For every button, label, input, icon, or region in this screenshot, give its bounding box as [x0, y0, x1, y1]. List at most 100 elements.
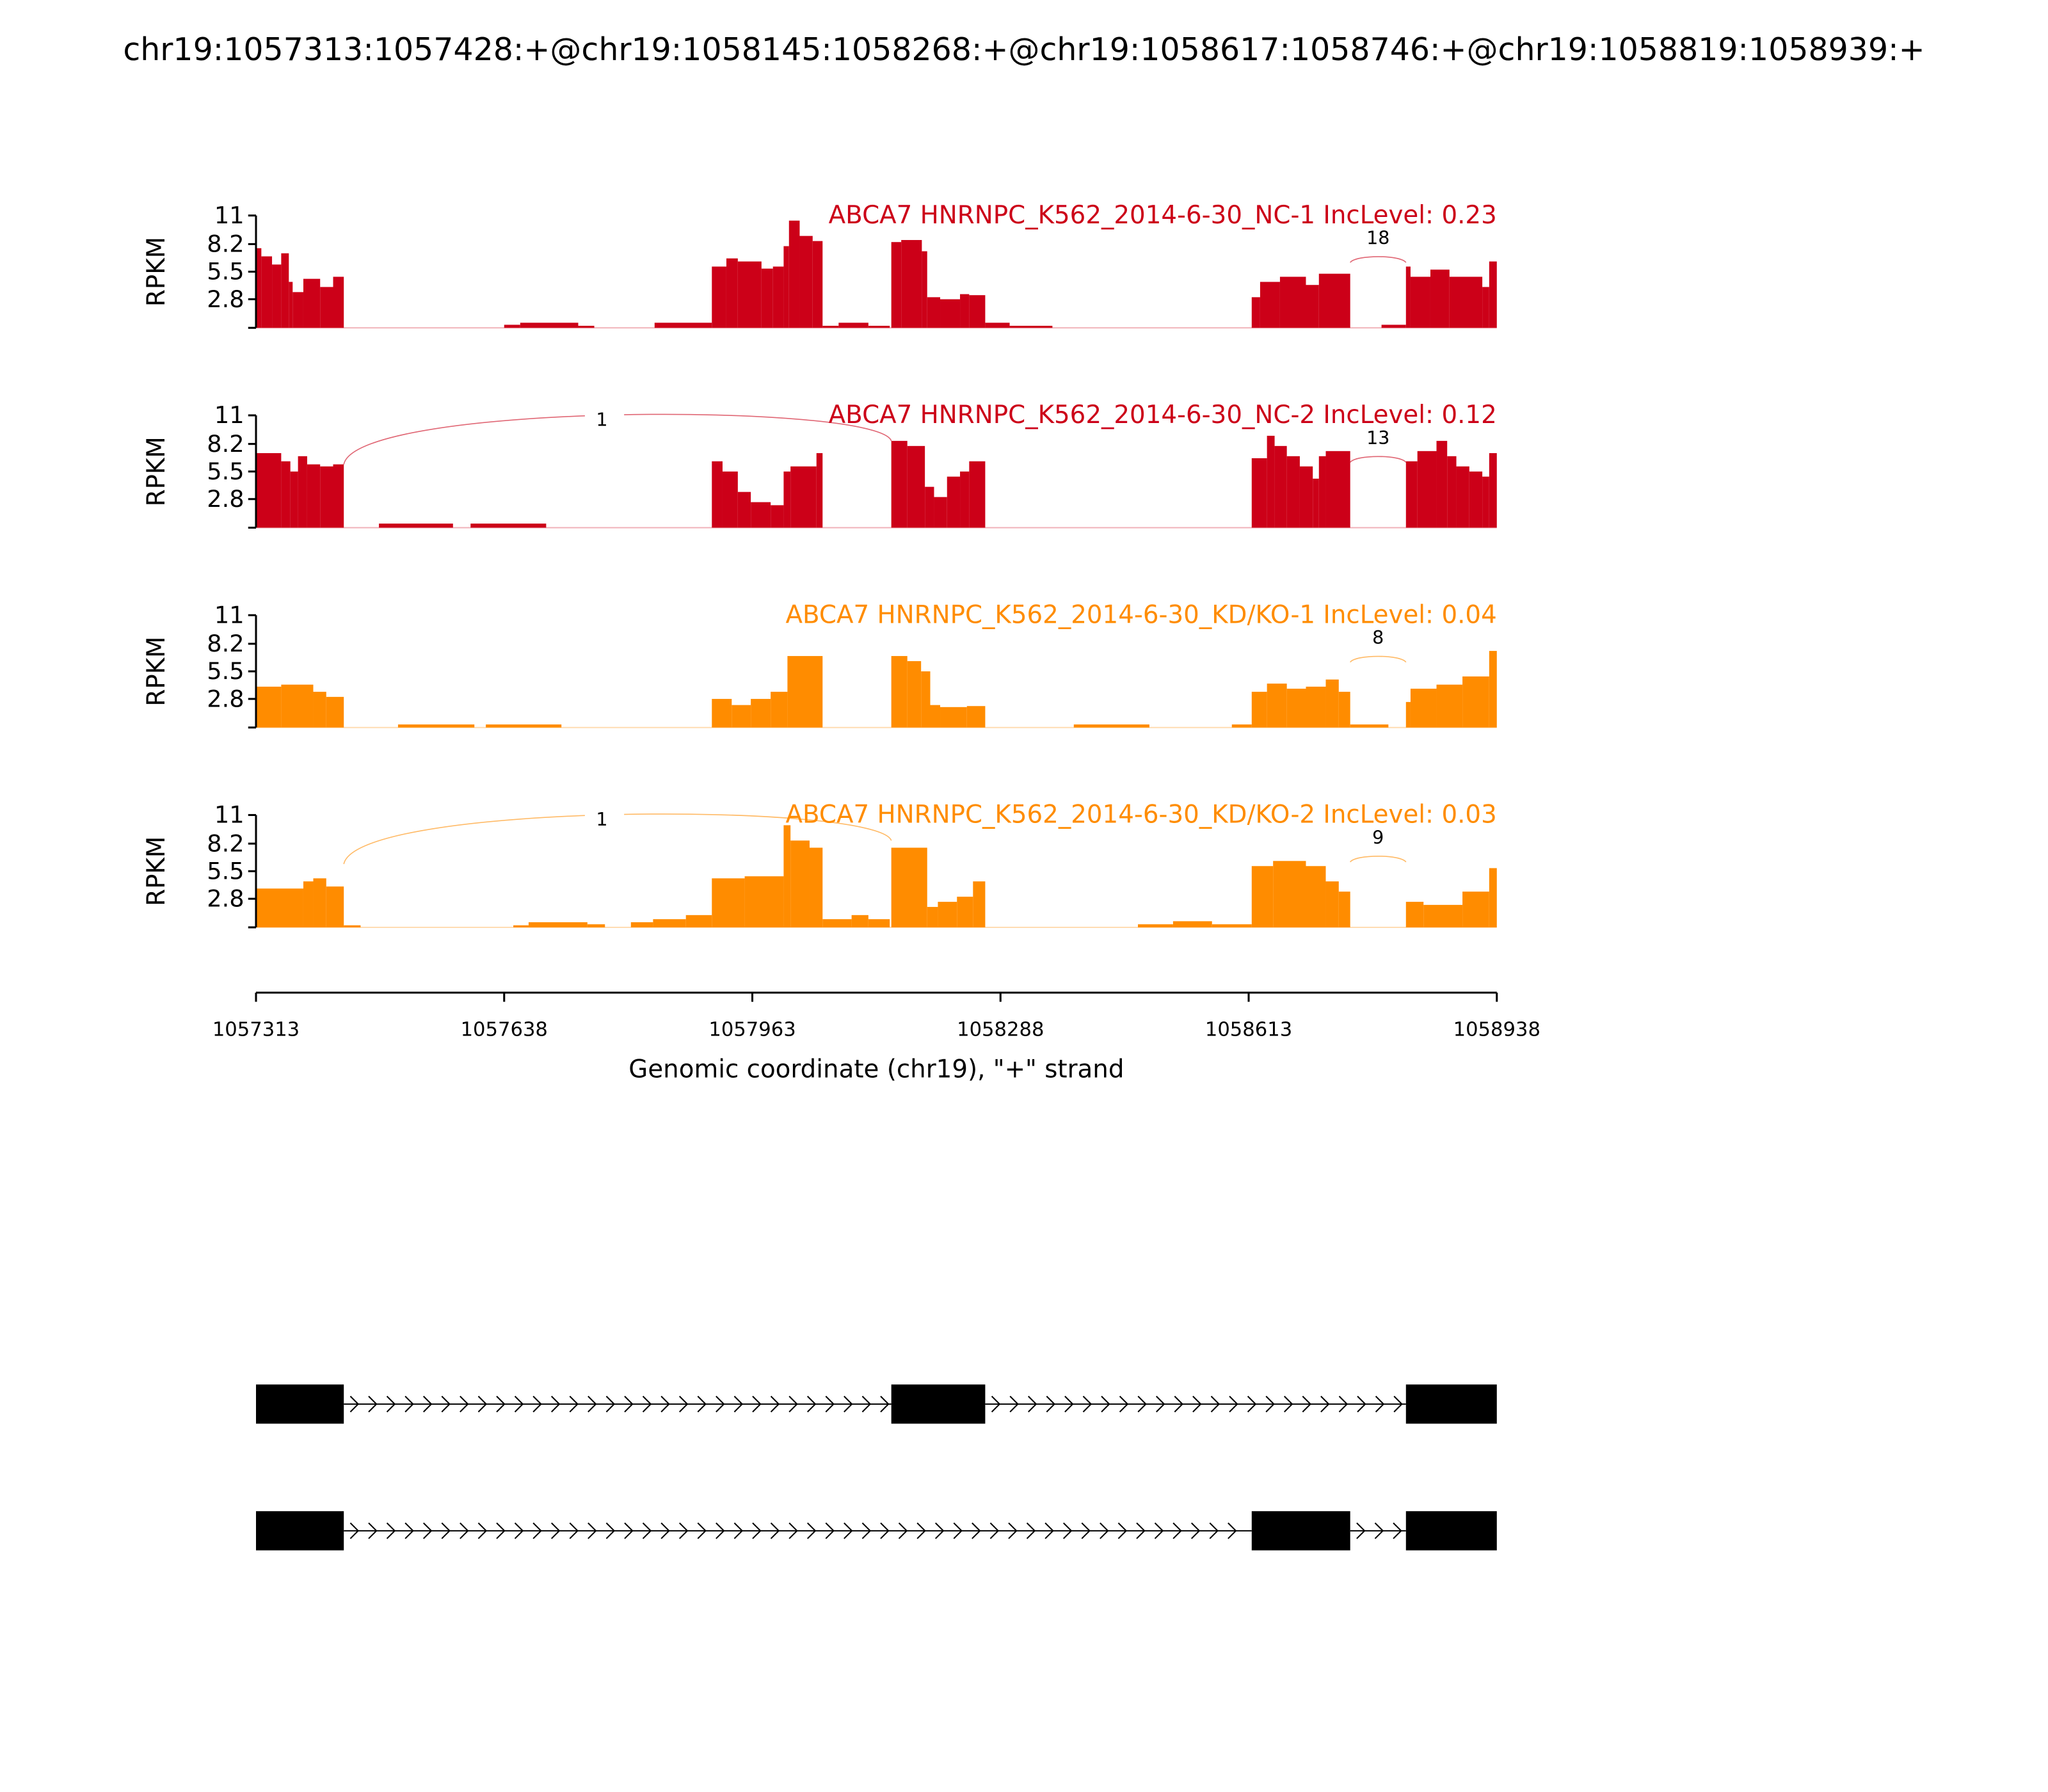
coverage-bar	[653, 919, 686, 927]
coverage-bar	[1172, 921, 1212, 927]
coverage-bar	[969, 295, 986, 328]
strand-arrow-icon	[1374, 1522, 1384, 1539]
coverage-bar	[333, 464, 344, 528]
strand-arrow-icon	[550, 1522, 561, 1539]
strand-arrow-icon	[550, 1395, 561, 1412]
y-tick-label: 11	[214, 601, 244, 628]
coverage-bar	[816, 453, 823, 528]
junction-arc	[1350, 456, 1407, 463]
strand-arrow-icon	[605, 1522, 616, 1539]
strand-arrow-icon	[1101, 1395, 1110, 1412]
strand-arrow-icon	[989, 1522, 1000, 1539]
coverage-bar	[685, 915, 712, 927]
strand-arrow-icon	[880, 1522, 890, 1539]
coverage-bar	[272, 264, 282, 328]
coverage-bar	[960, 294, 970, 328]
coverage-bar	[1417, 451, 1437, 528]
coverage-bar	[1405, 902, 1424, 927]
coverage-bar	[379, 524, 453, 528]
strand-arrow-icon	[770, 1395, 780, 1412]
y-tick-label: 5.5	[207, 857, 244, 884]
strand-arrow-icon	[514, 1522, 524, 1539]
y-axis-label: RPKM	[142, 436, 171, 506]
coverage-bar	[1338, 892, 1350, 927]
coverage-bar	[957, 897, 973, 927]
coverage-bar	[822, 919, 852, 927]
strand-arrow-icon	[588, 1395, 597, 1412]
coverage-bar	[320, 466, 333, 528]
coverage-bar	[256, 888, 303, 927]
coverage-bar	[1306, 866, 1326, 927]
coverage-bar	[969, 461, 986, 528]
strand-arrow-icon	[806, 1522, 817, 1539]
coverage-bar	[1350, 724, 1389, 728]
coverage-bar	[851, 915, 868, 927]
strand-arrow-icon	[368, 1522, 378, 1539]
strand-arrow-icon	[404, 1395, 414, 1412]
strand-arrow-icon	[422, 1522, 433, 1539]
x-tick-label: 1057638	[461, 1018, 548, 1041]
coverage-bar	[822, 326, 839, 328]
exon-block	[891, 1384, 986, 1424]
coverage-bar	[486, 724, 562, 728]
strand-arrow-icon	[496, 1522, 506, 1539]
coverage-bar	[930, 705, 941, 728]
coverage-bar	[513, 925, 529, 927]
strand-arrow-icon	[844, 1395, 853, 1412]
strand-arrow-icon	[825, 1395, 835, 1412]
strand-arrow-icon	[806, 1395, 817, 1412]
exon-block	[256, 1384, 344, 1424]
coverage-bar	[1073, 724, 1149, 728]
y-tick-label: 2.8	[207, 485, 244, 513]
strand-arrow-icon	[642, 1395, 652, 1412]
strand-arrow-icon	[716, 1522, 725, 1539]
strand-arrow-icon	[1081, 1522, 1091, 1539]
y-axis-label: RPKM	[142, 237, 171, 307]
junction-count-label: 13	[1366, 427, 1389, 449]
strand-arrow-icon	[1136, 1522, 1146, 1539]
coverage-bar	[712, 699, 732, 728]
coverage-bar	[1251, 458, 1267, 528]
strand-arrow-icon	[934, 1522, 945, 1539]
strand-arrow-icon	[1209, 1522, 1219, 1539]
coverage-bar	[907, 445, 925, 528]
coverage-bar	[1462, 676, 1489, 728]
coverage-bar	[1251, 866, 1274, 927]
y-axis-label: RPKM	[142, 636, 171, 706]
strand-arrow-icon	[1026, 1522, 1036, 1539]
strand-arrow-icon	[460, 1522, 469, 1539]
coverage-bar	[790, 840, 810, 927]
coverage-bar	[1306, 686, 1326, 728]
coverage-bar	[726, 258, 738, 328]
coverage-bar	[737, 261, 762, 328]
coverage-bar	[1482, 476, 1489, 528]
coverage-bar	[1318, 273, 1350, 328]
coverage-bar	[1489, 651, 1497, 728]
strand-arrow-icon	[1174, 1395, 1184, 1412]
coverage-bar	[313, 691, 326, 728]
coverage-bar	[901, 240, 922, 328]
coverage-bar	[1267, 684, 1287, 728]
coverage-bar	[960, 471, 970, 528]
coverage-bar	[921, 671, 931, 728]
coverage-bar	[1325, 679, 1339, 728]
strand-arrow-icon	[752, 1395, 762, 1412]
strand-arrow-icon	[1100, 1522, 1109, 1539]
coverage-bar	[737, 492, 751, 528]
coverage-bar	[256, 453, 282, 528]
y-tick-label: 11	[214, 801, 244, 829]
strand-arrow-icon	[861, 1395, 872, 1412]
coverage-bar	[925, 486, 934, 528]
coverage-bar	[722, 471, 738, 528]
coverage-bar	[470, 524, 547, 528]
y-axis-label: RPKM	[142, 836, 171, 906]
coverage-bar	[1325, 881, 1339, 927]
strand-arrow-icon	[460, 1395, 469, 1412]
coverage-bar	[751, 699, 771, 728]
coverage-bar	[307, 464, 321, 528]
strand-arrow-icon	[532, 1395, 542, 1412]
coverage-bar	[1231, 724, 1252, 728]
strand-arrow-icon	[991, 1395, 1001, 1412]
strand-arrow-icon	[624, 1395, 634, 1412]
coverage-bar	[868, 919, 890, 927]
